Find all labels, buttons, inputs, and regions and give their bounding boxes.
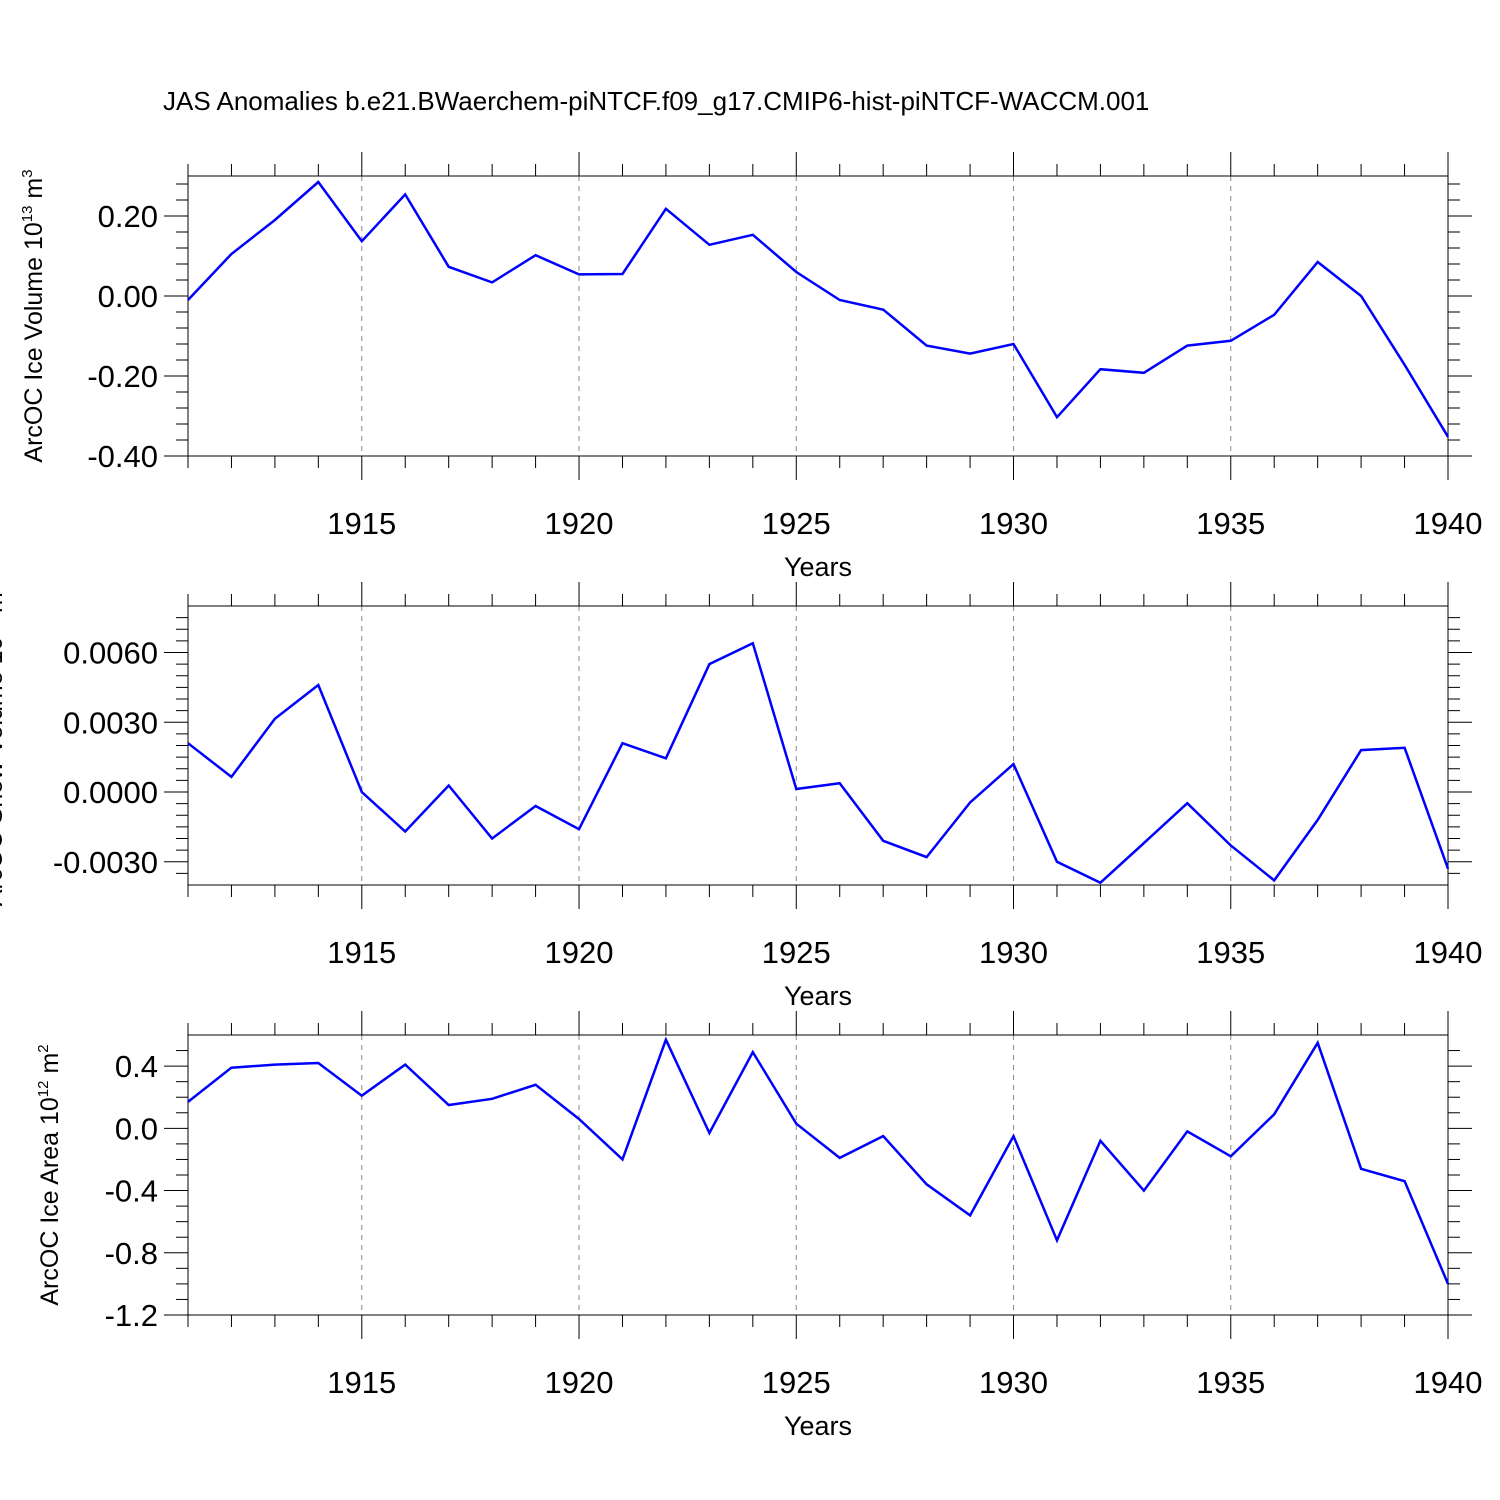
plot-frame [187,1034,1449,1316]
y-tick-label: 0.0 [115,1111,158,1146]
x-tick-label: 1925 [762,1365,831,1400]
y-tick-label: -0.8 [105,1236,158,1271]
y-tick-label: 0.0030 [63,705,158,740]
x-tick-label: 1920 [545,935,614,970]
y-axis-label: ArcOC Ice Volume 1013 m3 [19,169,48,462]
plots: 0.20 0.00 -0.20 -0.40 1915 1920 1925 1930 1935 19… [0,152,1482,1441]
y-tick-label: 0.4 [115,1049,158,1084]
x-axis-label: Years [784,1411,852,1441]
y-tick-label: -0.0030 [53,845,158,880]
y-tick-label: 0.20 [98,199,158,234]
y-tick-label: -0.4 [105,1174,158,1209]
x-tick-label: 1925 [762,506,831,541]
x-tick-label: 1915 [327,935,396,970]
plot-frame [187,175,1449,457]
x-tick-label: 1915 [327,506,396,541]
chart-panel-ice-area: 0.4 0.0 -0.4 -0.8 -1.2 1915 1920 1925 1930 1935 19… [35,1011,1482,1441]
y-tick-label: -0.20 [87,359,158,394]
y-tick-label: 0.0000 [63,775,158,810]
x-tick-label: 1930 [979,935,1048,970]
x-tick-label: 1940 [1414,1365,1483,1400]
x-tick-label: 1935 [1196,935,1265,970]
x-tick-label: 1920 [545,1365,614,1400]
chart-panel-ice-volume: 0.20 0.00 -0.20 -0.40 1915 1920 1925 1930 1935 19… [19,152,1482,582]
x-tick-label: 1915 [327,1365,396,1400]
y-tick-label: 0.00 [98,279,158,314]
series-line [187,1036,1450,1285]
x-tick-label: 1925 [762,935,831,970]
x-axis-label: Years [784,552,852,582]
y-tick-label: 0.0060 [63,636,158,671]
y-tick-label: -1.2 [105,1298,158,1333]
series-line [187,180,1450,438]
plot-frame [187,605,1449,886]
x-tick-label: 1940 [1414,506,1483,541]
chart-panel-snow-volume: 0.0060 0.0030 0.0000 -0.0030 1915 1920 1925 193… [0,582,1482,1011]
y-tick-label: -0.40 [87,439,158,474]
chart-title: JAS Anomalies b.e21.BWaerchem-piNTCF.f09… [163,86,1149,116]
x-tick-label: 1935 [1196,1365,1265,1400]
x-tick-label: 1940 [1414,935,1483,970]
y-axis-label: ArcOC Ice Area 1012 m2 [35,1044,64,1305]
x-tick-label: 1920 [545,506,614,541]
x-axis-label: Years [784,981,852,1011]
y-axis-label: ArcOC Snow Volume 1013 m3 [0,584,8,906]
x-tick-label: 1935 [1196,506,1265,541]
series-line [187,641,1450,885]
x-tick-label: 1930 [979,506,1048,541]
x-tick-label: 1930 [979,1365,1048,1400]
